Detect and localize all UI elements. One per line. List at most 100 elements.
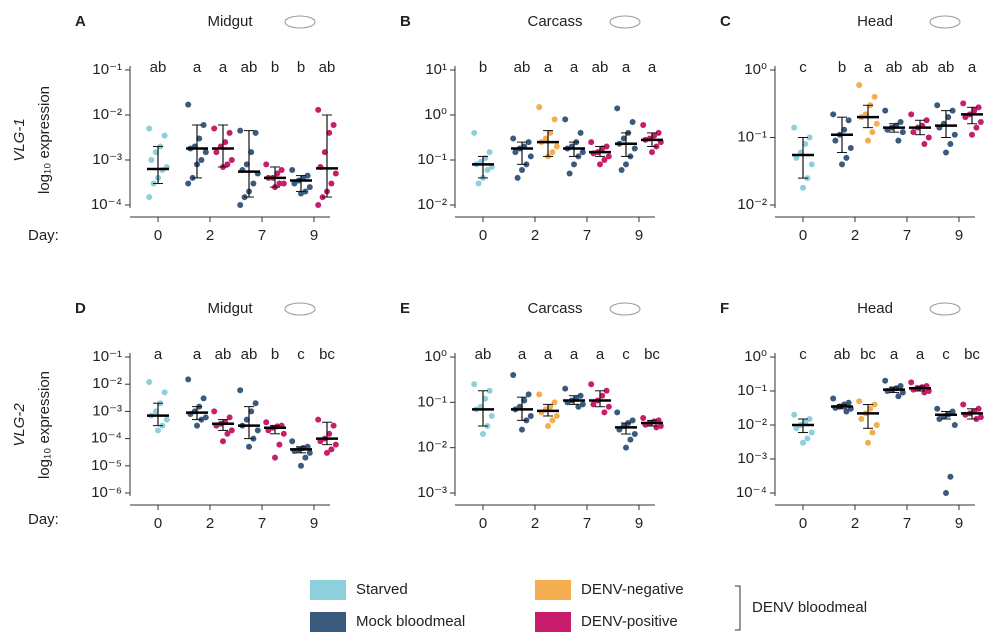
data-point xyxy=(577,392,584,399)
legend-swatch xyxy=(535,580,571,600)
data-point xyxy=(551,116,558,123)
y-tick-label: 10⁻¹ xyxy=(737,128,767,145)
significance-letter: c xyxy=(942,346,950,363)
data-point xyxy=(525,391,532,398)
data-point xyxy=(198,157,205,163)
x-tick-label: 0 xyxy=(479,227,487,244)
tissue-icon xyxy=(609,302,641,316)
data-point xyxy=(315,106,322,113)
data-point xyxy=(536,391,543,398)
data-point xyxy=(949,107,956,114)
data-point xyxy=(951,131,958,138)
row-label: VLG-2 xyxy=(11,403,28,447)
y-axis-label: log₁₀ expression xyxy=(36,371,53,479)
data-point xyxy=(631,431,638,438)
panel-letter: E xyxy=(400,300,410,317)
significance-letter: ab xyxy=(938,59,955,76)
data-point xyxy=(873,422,880,428)
data-point xyxy=(547,129,554,136)
data-point xyxy=(843,408,850,415)
data-point xyxy=(960,401,967,408)
panel-title: Head xyxy=(857,13,893,30)
data-point xyxy=(250,180,257,187)
x-tick-label: 2 xyxy=(851,515,859,532)
data-point xyxy=(514,174,521,181)
y-tick-label: 10⁻² xyxy=(92,106,122,123)
data-point xyxy=(278,166,285,173)
data-point xyxy=(791,411,798,418)
data-point xyxy=(222,139,229,146)
x-tick-label: 0 xyxy=(799,227,807,244)
data-point xyxy=(899,129,906,136)
data-point xyxy=(873,120,880,127)
significance-letter: ab xyxy=(319,59,336,76)
data-point xyxy=(298,190,304,197)
data-point xyxy=(484,166,491,173)
data-point xyxy=(486,149,493,156)
data-point xyxy=(871,93,878,100)
data-point xyxy=(830,395,837,402)
y-axis-label: log₁₀ expression xyxy=(36,86,53,194)
data-point xyxy=(185,376,192,383)
data-point xyxy=(252,129,259,136)
data-point xyxy=(324,449,330,456)
data-point xyxy=(620,135,627,142)
data-point xyxy=(306,449,313,456)
data-point xyxy=(163,416,170,423)
significance-letter: a xyxy=(193,346,202,363)
data-point xyxy=(960,100,967,107)
data-point xyxy=(575,403,582,410)
data-point xyxy=(862,111,869,118)
data-point xyxy=(551,399,558,406)
data-point xyxy=(315,202,322,208)
data-point xyxy=(579,401,586,408)
data-point xyxy=(332,441,339,448)
data-point xyxy=(224,430,231,437)
data-point xyxy=(605,153,612,160)
data-point xyxy=(806,134,813,141)
data-point xyxy=(220,438,226,445)
data-point xyxy=(845,117,852,124)
data-point xyxy=(200,395,207,402)
significance-letter: ab xyxy=(150,59,167,76)
data-point xyxy=(923,117,930,124)
data-point xyxy=(152,408,159,415)
data-point xyxy=(224,161,231,168)
legend-group-label: DENV bloodmeal xyxy=(752,599,867,616)
data-point xyxy=(527,412,534,419)
significance-letter: ab xyxy=(475,346,492,363)
data-point xyxy=(623,444,629,451)
data-point xyxy=(148,157,155,163)
tissue-icon xyxy=(609,15,641,29)
data-point xyxy=(519,426,525,433)
significance-letter: a xyxy=(648,59,657,76)
y-tick-label: 10⁻³ xyxy=(417,484,447,501)
y-tick-label: 10⁻⁴ xyxy=(91,430,122,447)
significance-letter: b xyxy=(271,346,279,363)
data-point xyxy=(802,141,809,148)
data-point xyxy=(330,121,337,128)
significance-letter: ab xyxy=(241,59,258,76)
significance-letter: ab xyxy=(592,59,609,76)
data-point xyxy=(562,116,569,123)
x-tick-label: 9 xyxy=(310,515,318,532)
data-point xyxy=(185,101,192,108)
x-axis-label: Day: xyxy=(28,511,59,528)
data-point xyxy=(298,462,304,469)
y-tick-label: 10⁻² xyxy=(737,416,767,433)
data-point xyxy=(280,180,287,187)
significance-letter: a xyxy=(968,59,977,76)
panel-letter: B xyxy=(400,13,411,30)
data-point xyxy=(280,430,287,437)
tissue-icon xyxy=(284,302,316,316)
data-point xyxy=(804,435,811,442)
x-tick-label: 2 xyxy=(206,515,214,532)
data-point xyxy=(226,129,233,136)
data-point xyxy=(486,387,493,394)
significance-letter: bc xyxy=(860,346,876,363)
data-point xyxy=(542,135,549,142)
data-point xyxy=(858,416,865,423)
data-point xyxy=(921,389,928,396)
significance-letter: bc xyxy=(964,346,980,363)
